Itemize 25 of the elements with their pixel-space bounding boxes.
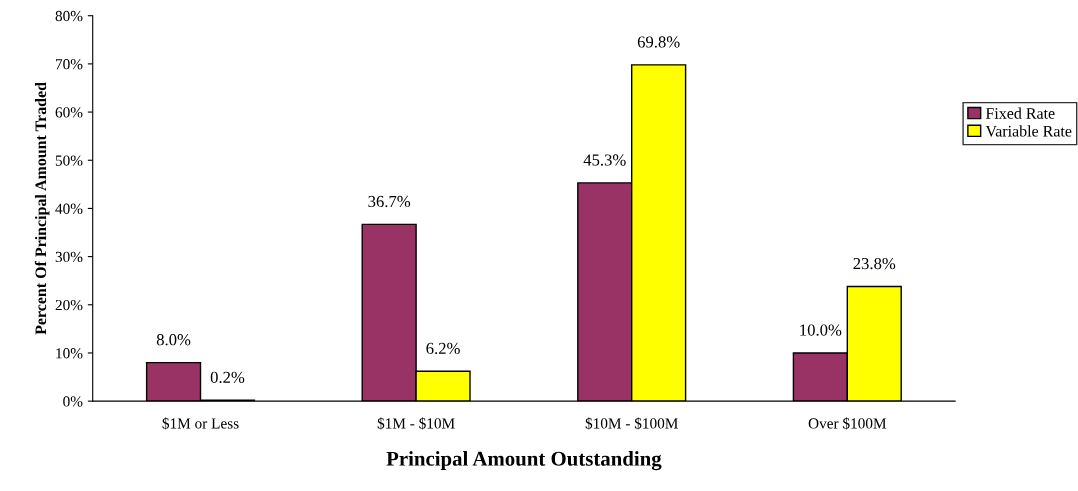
x-tick-label: $1M or Less: [162, 417, 239, 430]
y-tick-label: 10%: [56, 348, 83, 359]
data-label: 0.2%: [210, 371, 245, 383]
data-label: 8.0%: [156, 334, 191, 346]
data-label: 45.3%: [583, 154, 626, 166]
data-label: 6.2%: [426, 342, 460, 355]
data-label: 36.7%: [368, 195, 411, 208]
y-tick-label: 80%: [55, 10, 83, 22]
y-tick-label: 20%: [55, 299, 83, 311]
y-tick-label: 60%: [55, 107, 83, 118]
data-label: 10.0%: [800, 324, 842, 336]
data-label: 23.8%: [853, 257, 896, 270]
y-tick-label: 40%: [55, 203, 83, 214]
y-tick-label: 30%: [55, 251, 83, 263]
legend-label: Fixed Rate: [985, 107, 1055, 119]
data-label: 69.8%: [637, 36, 680, 48]
x-axis-title: Principal Amount Outstanding: [386, 451, 662, 471]
x-tick-label: $1M - $10M: [377, 417, 455, 430]
legend-label: Variable Rate: [985, 125, 1072, 137]
y-tick-label: 0%: [63, 396, 83, 407]
x-tick-label: Over $100M: [808, 417, 887, 430]
x-tick-label: $10M - $100M: [585, 417, 678, 430]
y-tick-label: 70%: [55, 59, 83, 70]
y-axis-title: Percent Of Principal Amount Traded: [34, 82, 50, 335]
y-tick-label: 50%: [55, 155, 83, 166]
